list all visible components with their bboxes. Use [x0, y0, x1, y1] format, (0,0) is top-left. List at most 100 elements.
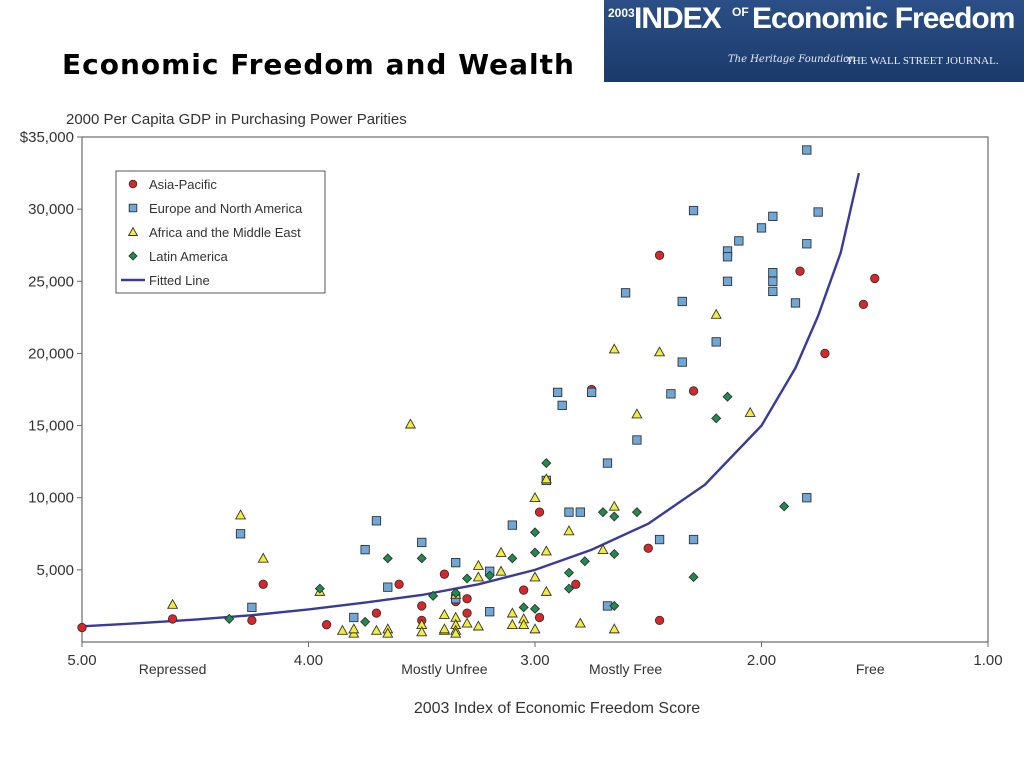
data-point-square: [564, 507, 574, 517]
data-point-diamond: [711, 413, 722, 424]
data-point-square: [802, 493, 812, 503]
y-tick-label: 30,000: [28, 201, 74, 218]
data-point-triangle: [574, 617, 586, 628]
data-point-square: [813, 207, 823, 217]
data-point-square: [802, 145, 812, 155]
heritage-foundation-logo: The Heritage Foundation: [728, 54, 856, 65]
data-point-circle: [870, 273, 880, 284]
data-point-square: [722, 276, 733, 286]
logo-index-text: INDEX: [634, 2, 722, 35]
data-point-square: [507, 520, 517, 530]
data-point-square: [711, 337, 721, 347]
data-point-circle: [371, 608, 382, 618]
data-point-square: [768, 267, 778, 278]
legend-box: [115, 170, 326, 294]
data-point-triangle: [529, 623, 541, 634]
data-point-square: [802, 239, 812, 249]
data-point-square: [677, 296, 687, 307]
data-point-diamond: [563, 567, 575, 578]
data-point-circle: [77, 622, 87, 633]
data-point-diamond: [484, 570, 495, 581]
category-label: Mostly Free: [589, 661, 662, 677]
data-point-triangle: [234, 509, 247, 520]
fitted-line: [81, 172, 861, 628]
data-point-diamond: [529, 527, 541, 538]
data-point-triangle: [348, 623, 360, 634]
data-point-circle: [462, 608, 472, 618]
data-point-triangle: [495, 565, 507, 576]
data-point-triangle: [472, 559, 484, 570]
index-of-economic-freedom-logo: 2003 INDEX OF Economic Freedom The Herit…: [604, 0, 1024, 82]
data-point-circle: [462, 594, 472, 604]
data-point-square: [688, 205, 699, 216]
data-point-circle: [321, 620, 332, 630]
data-point-triangle: [518, 618, 530, 629]
data-point-triangle: [450, 627, 462, 638]
category-label: Repressed: [139, 661, 207, 677]
x-tick-label: 4.00: [294, 652, 323, 669]
y-tick-label: 20,000: [28, 345, 74, 362]
data-point-square: [247, 602, 257, 613]
data-point-circle: [258, 579, 268, 589]
data-point-square: [602, 458, 613, 468]
data-point-diamond: [382, 553, 393, 564]
data-point-circle: [417, 601, 427, 611]
data-point-diamond: [563, 583, 575, 594]
data-point-circle: [534, 507, 545, 517]
data-point-diamond: [722, 391, 733, 402]
data-point-circle: [643, 543, 653, 553]
x-tick-label: 5.00: [67, 652, 96, 669]
data-point-triangle: [563, 525, 575, 536]
data-point-square: [235, 529, 246, 539]
data-point-triangle: [529, 571, 541, 582]
data-point-diamond: [360, 616, 371, 627]
data-point-diamond: [450, 587, 461, 598]
data-point-triangle: [257, 552, 269, 563]
data-point-diamond: [609, 600, 620, 611]
legend-marker-circle: [128, 179, 138, 189]
data-point-circle: [394, 579, 404, 589]
chart-title: 2000 Per Capita GDP in Purchasing Power …: [66, 111, 407, 128]
x-tick-label: 1.00: [973, 652, 1002, 669]
data-point-diamond: [462, 573, 473, 584]
data-point-diamond: [416, 553, 427, 564]
data-point-triangle: [540, 585, 552, 596]
data-point-circle: [167, 614, 178, 624]
data-point-circle: [534, 612, 545, 623]
data-point-square: [666, 389, 676, 399]
x-axis: 5.00 4.00 3.00 2.00 1.00: [67, 642, 1003, 669]
data-point-square: [620, 288, 631, 298]
legend-marker-diamond: [128, 251, 138, 261]
data-point-square: [553, 387, 563, 398]
data-point-square: [575, 507, 585, 517]
data-point-triangle: [506, 607, 518, 618]
data-point-triangle: [597, 543, 609, 554]
data-point-square: [688, 534, 699, 545]
data-point-circle: [688, 386, 699, 396]
x-tick-label: 2.00: [747, 652, 776, 669]
data-point-square: [654, 534, 665, 545]
y-tick-label: 25,000: [28, 273, 74, 290]
data-point-circle: [654, 615, 665, 626]
data-point-square: [371, 516, 382, 526]
data-point-diamond: [579, 556, 590, 567]
y-axis: 5,000 10,000 15,000 20,000 25,000 30,000 $35,0…: [20, 129, 82, 579]
data-point-square: [586, 387, 597, 398]
data-point-diamond: [314, 583, 325, 594]
data-point-square: [485, 607, 495, 617]
logo-year: 2003: [608, 6, 635, 20]
data-point-triangle: [506, 618, 518, 629]
legend-label: Asia-Pacific: [149, 177, 217, 192]
data-point-diamond: [779, 501, 790, 512]
data-point-square: [632, 435, 642, 445]
data-point-triangle: [472, 571, 484, 582]
data-point-square: [768, 286, 778, 297]
y-tick-label: 15,000: [28, 418, 74, 435]
data-point-triangle: [653, 346, 666, 357]
data-point-triangle: [472, 620, 484, 631]
data-point-square: [768, 276, 778, 286]
data-point-circle: [247, 615, 257, 626]
data-point-triangle: [608, 500, 620, 511]
data-point-square: [349, 612, 359, 623]
data-point-square: [677, 357, 687, 367]
